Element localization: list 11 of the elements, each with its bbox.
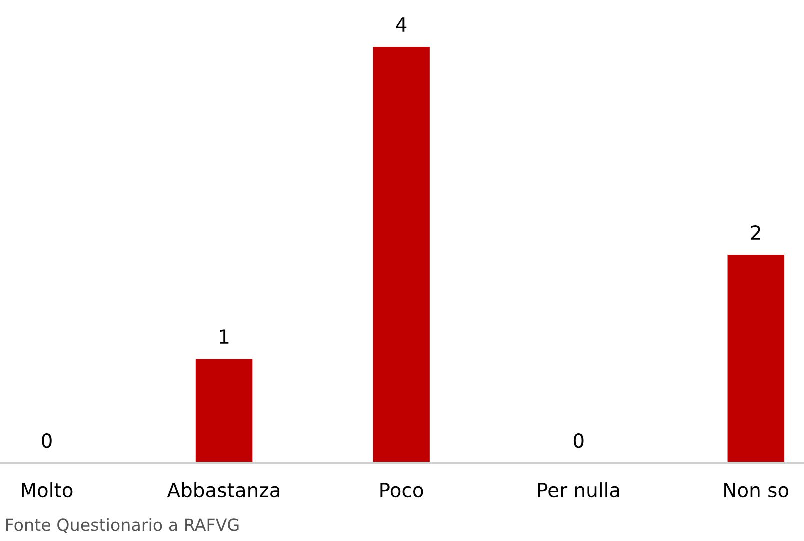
data-label: 4 xyxy=(396,18,407,32)
x-tick-label: Non so xyxy=(724,483,789,498)
source-note: Fonte Questionario a RAFVG xyxy=(6,518,239,534)
x-tick-label: Poco xyxy=(380,483,424,498)
data-label: 2 xyxy=(751,225,760,240)
x-tick-label: Per nulla xyxy=(538,482,620,498)
x-tick-label: Molto xyxy=(22,482,73,498)
data-label: 0 xyxy=(42,434,52,448)
data-label: 0 xyxy=(574,434,584,448)
x-tick-label: Abbastanza xyxy=(167,482,280,498)
data-label: 1 xyxy=(220,330,229,344)
